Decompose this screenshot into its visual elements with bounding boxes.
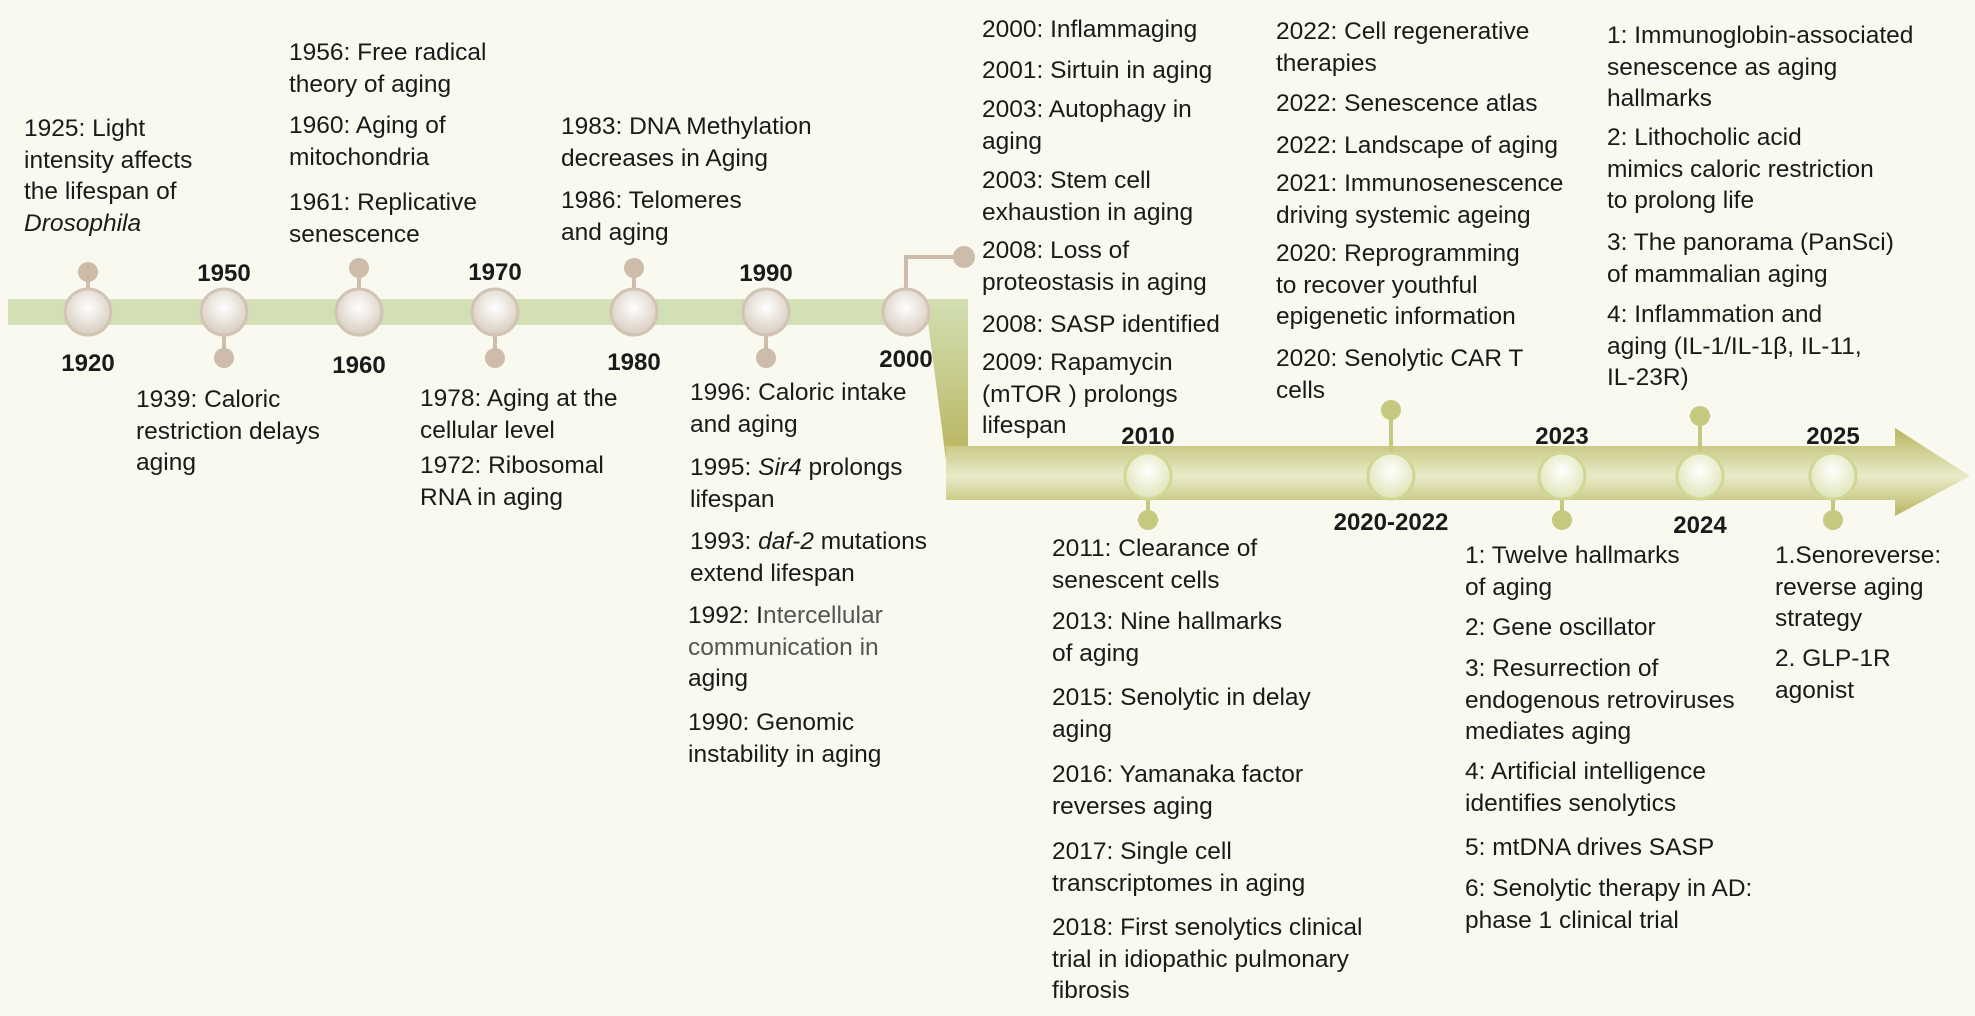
event-1983: 1983: DNA Methylation decreases in Aging — [561, 113, 812, 172]
node-2010 — [1123, 451, 1173, 501]
event-2001: 2001: Sirtuin in aging — [982, 57, 1213, 84]
event-2024-1: 1: Immunoglobin-associated senescence as… — [1607, 22, 1914, 112]
node-2023 — [1537, 451, 1587, 501]
event-2020-car-t: 2020: Senolytic CAR T cells — [1276, 345, 1524, 404]
year-label-2010: 2010 — [1121, 423, 1175, 450]
event-2025-1: 1.Senoreverse: reverse aging strategy — [1775, 542, 1942, 632]
event-2022-atlas: 2022: Senescence atlas — [1276, 90, 1538, 117]
event-1986: 1986: Telomeres and aging — [561, 187, 742, 246]
year-label-1950: 1950 — [197, 260, 251, 287]
event-2015: 2015: Senolytic in delay aging — [1052, 684, 1311, 743]
event-2000: 2000: Inflammaging — [982, 16, 1198, 43]
node-1950 — [199, 287, 249, 337]
year-label-1980: 1980 — [607, 349, 661, 376]
year-label-2020-2022: 2020-2022 — [1333, 509, 1449, 536]
year-label-1990: 1990 — [739, 260, 793, 287]
node-2020-2022 — [1366, 451, 1416, 501]
event-1992: 1992: Intercellular communication in agi… — [688, 602, 883, 692]
year-label-2025: 2025 — [1806, 423, 1860, 450]
event-1961: 1961: Replicative senescence — [289, 189, 477, 248]
event-2011: 2011: Clearance of senescent cells — [1052, 535, 1258, 594]
event-2023-6: 6: Senolytic therapy in AD: phase 1 clin… — [1465, 875, 1753, 934]
pin-2022 — [1381, 400, 1401, 456]
event-1939: 1939: Caloric restriction delays aging — [136, 386, 320, 476]
event-2013: 2013: Nine hallmarks of aging — [1052, 608, 1283, 667]
event-1995: 1995: Sir4 prolongs lifespan — [690, 454, 903, 513]
pin-2000 — [904, 246, 975, 292]
event-2003-stem-cell: 2003: Stem cell exhaustion in aging — [982, 167, 1194, 226]
event-2023-5: 5: mtDNA drives SASP — [1465, 834, 1715, 861]
event-1978: 1978: Aging at the cellular level — [420, 385, 618, 444]
event-2009: 2009: Rapamycin (mTOR ) prolongs lifespa… — [982, 349, 1178, 439]
event-1956: 1956: Free radical theory of aging — [289, 39, 487, 98]
event-2023-1: 1: Twelve hallmarks of aging — [1465, 542, 1680, 601]
event-2003-autophagy: 2003: Autophagy in aging — [982, 96, 1192, 155]
year-label-1920: 1920 — [61, 350, 115, 377]
event-2025-2: 2. GLP-1R agonist — [1775, 645, 1891, 704]
event-1996: 1996: Caloric intake and aging — [690, 379, 907, 438]
node-2000 — [881, 287, 931, 337]
event-1925: 1925: Light intensity affects the lifesp… — [24, 115, 193, 237]
node-1920 — [63, 287, 113, 337]
node-2024 — [1675, 451, 1725, 501]
event-2020-reprogramming: 2020: Reprogramming to recover youthful … — [1276, 240, 1520, 330]
event-2021: 2021: Immunosenescence driving systemic … — [1276, 170, 1564, 229]
year-label-2000: 2000 — [879, 346, 933, 373]
event-2022-landscape: 2022: Landscape of aging — [1276, 132, 1558, 159]
node-1960 — [334, 287, 384, 337]
year-label-2024: 2024 — [1673, 512, 1727, 539]
event-2023-3: 3: Resurrection of endogenous retrovirus… — [1465, 655, 1735, 745]
timeline-connector — [925, 299, 968, 460]
pin-2024 — [1690, 406, 1710, 456]
node-1980 — [609, 287, 659, 337]
event-1993: 1993: daf-2 mutations extend lifespan — [690, 528, 927, 587]
node-2025 — [1808, 451, 1858, 501]
year-label-1960: 1960 — [332, 352, 386, 379]
event-2024-4: 4: Inflammation and aging (IL-1/IL-1β, I… — [1607, 301, 1862, 391]
event-2023-2: 2: Gene oscillator — [1465, 614, 1656, 641]
year-label-1970: 1970 — [468, 259, 522, 286]
year-label-2023: 2023 — [1535, 423, 1589, 450]
event-2023-4: 4: Artificial intelligence identifies se… — [1465, 758, 1707, 817]
event-2024-2: 2: Lithocholic acid mimics caloric restr… — [1607, 124, 1874, 214]
event-1960: 1960: Aging of mitochondria — [289, 112, 446, 171]
event-2016: 2016: Yamanaka factor reverses aging — [1052, 761, 1304, 820]
event-2022-regenerative: 2022: Cell regenerative therapies — [1276, 18, 1530, 77]
node-1990 — [741, 287, 791, 337]
event-2017: 2017: Single cell transcriptomes in agin… — [1052, 838, 1306, 897]
event-1990: 1990: Genomic instability in aging — [688, 709, 882, 768]
event-2008-proteostasis: 2008: Loss of proteostasis in aging — [982, 237, 1207, 296]
event-1972: 1972: Ribosomal RNA in aging — [420, 452, 604, 511]
node-1970 — [470, 287, 520, 337]
event-2008-sasp: 2008: SASP identified — [982, 311, 1220, 338]
event-2024-3: 3: The panorama (PanSci) of mammalian ag… — [1607, 229, 1894, 288]
event-2018: 2018: First senolytics clinical trial in… — [1052, 914, 1363, 1004]
